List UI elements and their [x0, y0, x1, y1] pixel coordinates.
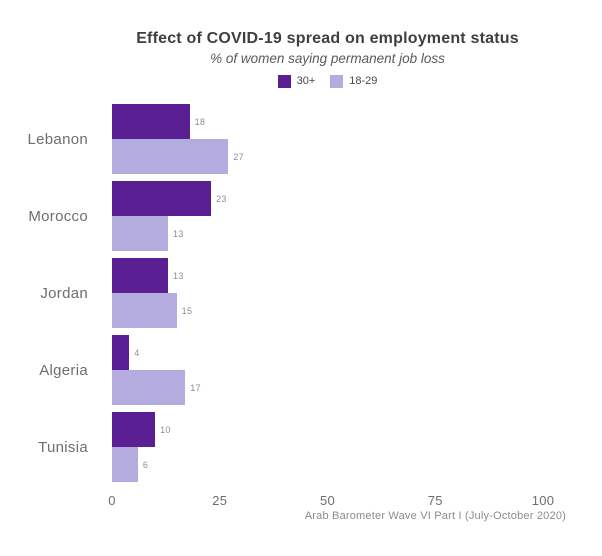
value-label-30-morocco: 23 [216, 193, 227, 204]
legend-label-18-29: 18-29 [349, 75, 378, 87]
bar-line-18-29-algeria: 17 [112, 370, 543, 405]
value-label-18-29-lebanon: 27 [233, 151, 244, 162]
legend-item-30: 30+ [277, 74, 316, 88]
bars-tunisia: 10 6 [112, 412, 543, 482]
bar-line-18-29-jordan: 15 [112, 293, 543, 328]
x-axis: 0 25 50 75 100 [108, 493, 554, 509]
value-label-18-29-algeria: 17 [190, 382, 201, 393]
bar-line-30-morocco: 23 [112, 181, 543, 216]
bar-line-30-tunisia: 10 [112, 412, 543, 447]
bar-30-jordan [112, 258, 169, 293]
category-label-jordan: Jordan [40, 284, 88, 302]
value-label-30-tunisia: 10 [160, 424, 171, 435]
value-label-30-algeria: 4 [134, 347, 140, 358]
chart-subtitle: % of women saying permanent job loss [210, 51, 445, 66]
value-label-30-lebanon: 18 [194, 116, 206, 127]
bars-algeria: 4 17 [112, 335, 543, 405]
bar-18-29-morocco [112, 216, 169, 251]
x-tick-0: 0 [108, 493, 116, 508]
x-tick-75: 75 [427, 493, 443, 508]
legend: 30+ 18-29 [53, 74, 602, 88]
bar-line-30-jordan: 13 [112, 258, 543, 293]
value-label-30-jordan: 13 [173, 270, 184, 281]
bar-group-lebanon: Lebanon 18 27 [0, 104, 602, 174]
bar-line-18-29-tunisia: 6 [112, 447, 543, 482]
chart-title: Effect of COVID-19 spread on employment … [136, 30, 519, 47]
bar-18-29-lebanon [112, 139, 229, 174]
legend-swatch-18-29 [330, 74, 344, 88]
bar-18-29-algeria [112, 370, 186, 405]
category-label-morocco: Morocco [28, 207, 88, 225]
bar-group-algeria: Algeria 4 17 [0, 335, 602, 405]
bar-line-30-algeria: 4 [112, 335, 543, 370]
bar-group-jordan: Jordan 13 15 [0, 258, 602, 328]
bars-morocco: 23 13 [112, 181, 543, 251]
x-tick-100: 100 [531, 493, 555, 508]
bars-lebanon: 18 27 [112, 104, 543, 174]
bar-30-tunisia [112, 412, 156, 447]
bar-18-29-tunisia [112, 447, 138, 482]
x-tick-25: 25 [212, 493, 228, 508]
x-tick-50: 50 [319, 493, 336, 508]
bar-line-30-lebanon: 18 [112, 104, 543, 139]
bar-group-morocco: Morocco 23 13 [0, 181, 602, 251]
legend-swatch-30 [277, 74, 291, 88]
category-label-tunisia: Tunisia [38, 438, 88, 456]
bar-30-morocco [112, 181, 212, 216]
bar-18-29-jordan [112, 293, 177, 328]
bar-group-tunisia: Tunisia 10 6 [0, 412, 602, 482]
chart-header: Effect of COVID-19 spread on employment … [53, 29, 602, 88]
bar-line-18-29-morocco: 13 [112, 216, 543, 251]
category-label-lebanon: Lebanon [27, 130, 88, 148]
legend-label-30: 30+ [296, 75, 316, 87]
value-label-18-29-jordan: 15 [181, 305, 193, 316]
category-label-algeria: Algeria [39, 361, 88, 379]
bar-line-18-29-lebanon: 27 [112, 139, 543, 174]
bar-30-lebanon [112, 104, 190, 139]
source-caption: Arab Barometer Wave VI Part I (July-Octo… [304, 510, 566, 522]
plot-area: Lebanon 18 27 Morocco 23 13 Jordan 13 15 Algeria 4… [0, 104, 602, 482]
value-label-18-29-morocco: 13 [173, 228, 184, 239]
bar-30-algeria [112, 335, 130, 370]
legend-item-18-29: 18-29 [330, 74, 378, 88]
bars-jordan: 13 15 [112, 258, 543, 328]
value-label-18-29-tunisia: 6 [142, 459, 149, 470]
